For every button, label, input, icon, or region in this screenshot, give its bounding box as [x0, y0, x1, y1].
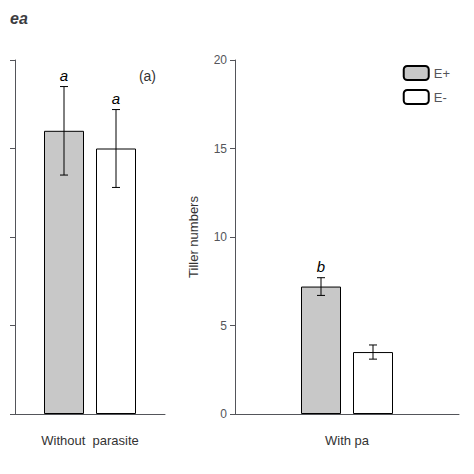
- svg-text:With pa: With pa: [325, 433, 370, 448]
- svg-text:Tiller numbers: Tiller numbers: [186, 196, 201, 278]
- svg-text:Without parasite: Without parasite: [41, 433, 139, 448]
- svg-text:E+: E+: [434, 66, 450, 81]
- svg-text:ea: ea: [10, 10, 28, 27]
- svg-text:0: 0: [220, 407, 227, 421]
- svg-text:10: 10: [214, 230, 228, 244]
- svg-text:(a): (a): [139, 68, 156, 84]
- svg-text:a: a: [60, 67, 68, 84]
- svg-text:20: 20: [214, 53, 228, 67]
- svg-text:E-: E-: [434, 90, 447, 105]
- svg-text:5: 5: [220, 319, 227, 333]
- svg-text:b: b: [317, 258, 325, 275]
- svg-text:15: 15: [214, 142, 228, 156]
- svg-text:a: a: [112, 90, 120, 107]
